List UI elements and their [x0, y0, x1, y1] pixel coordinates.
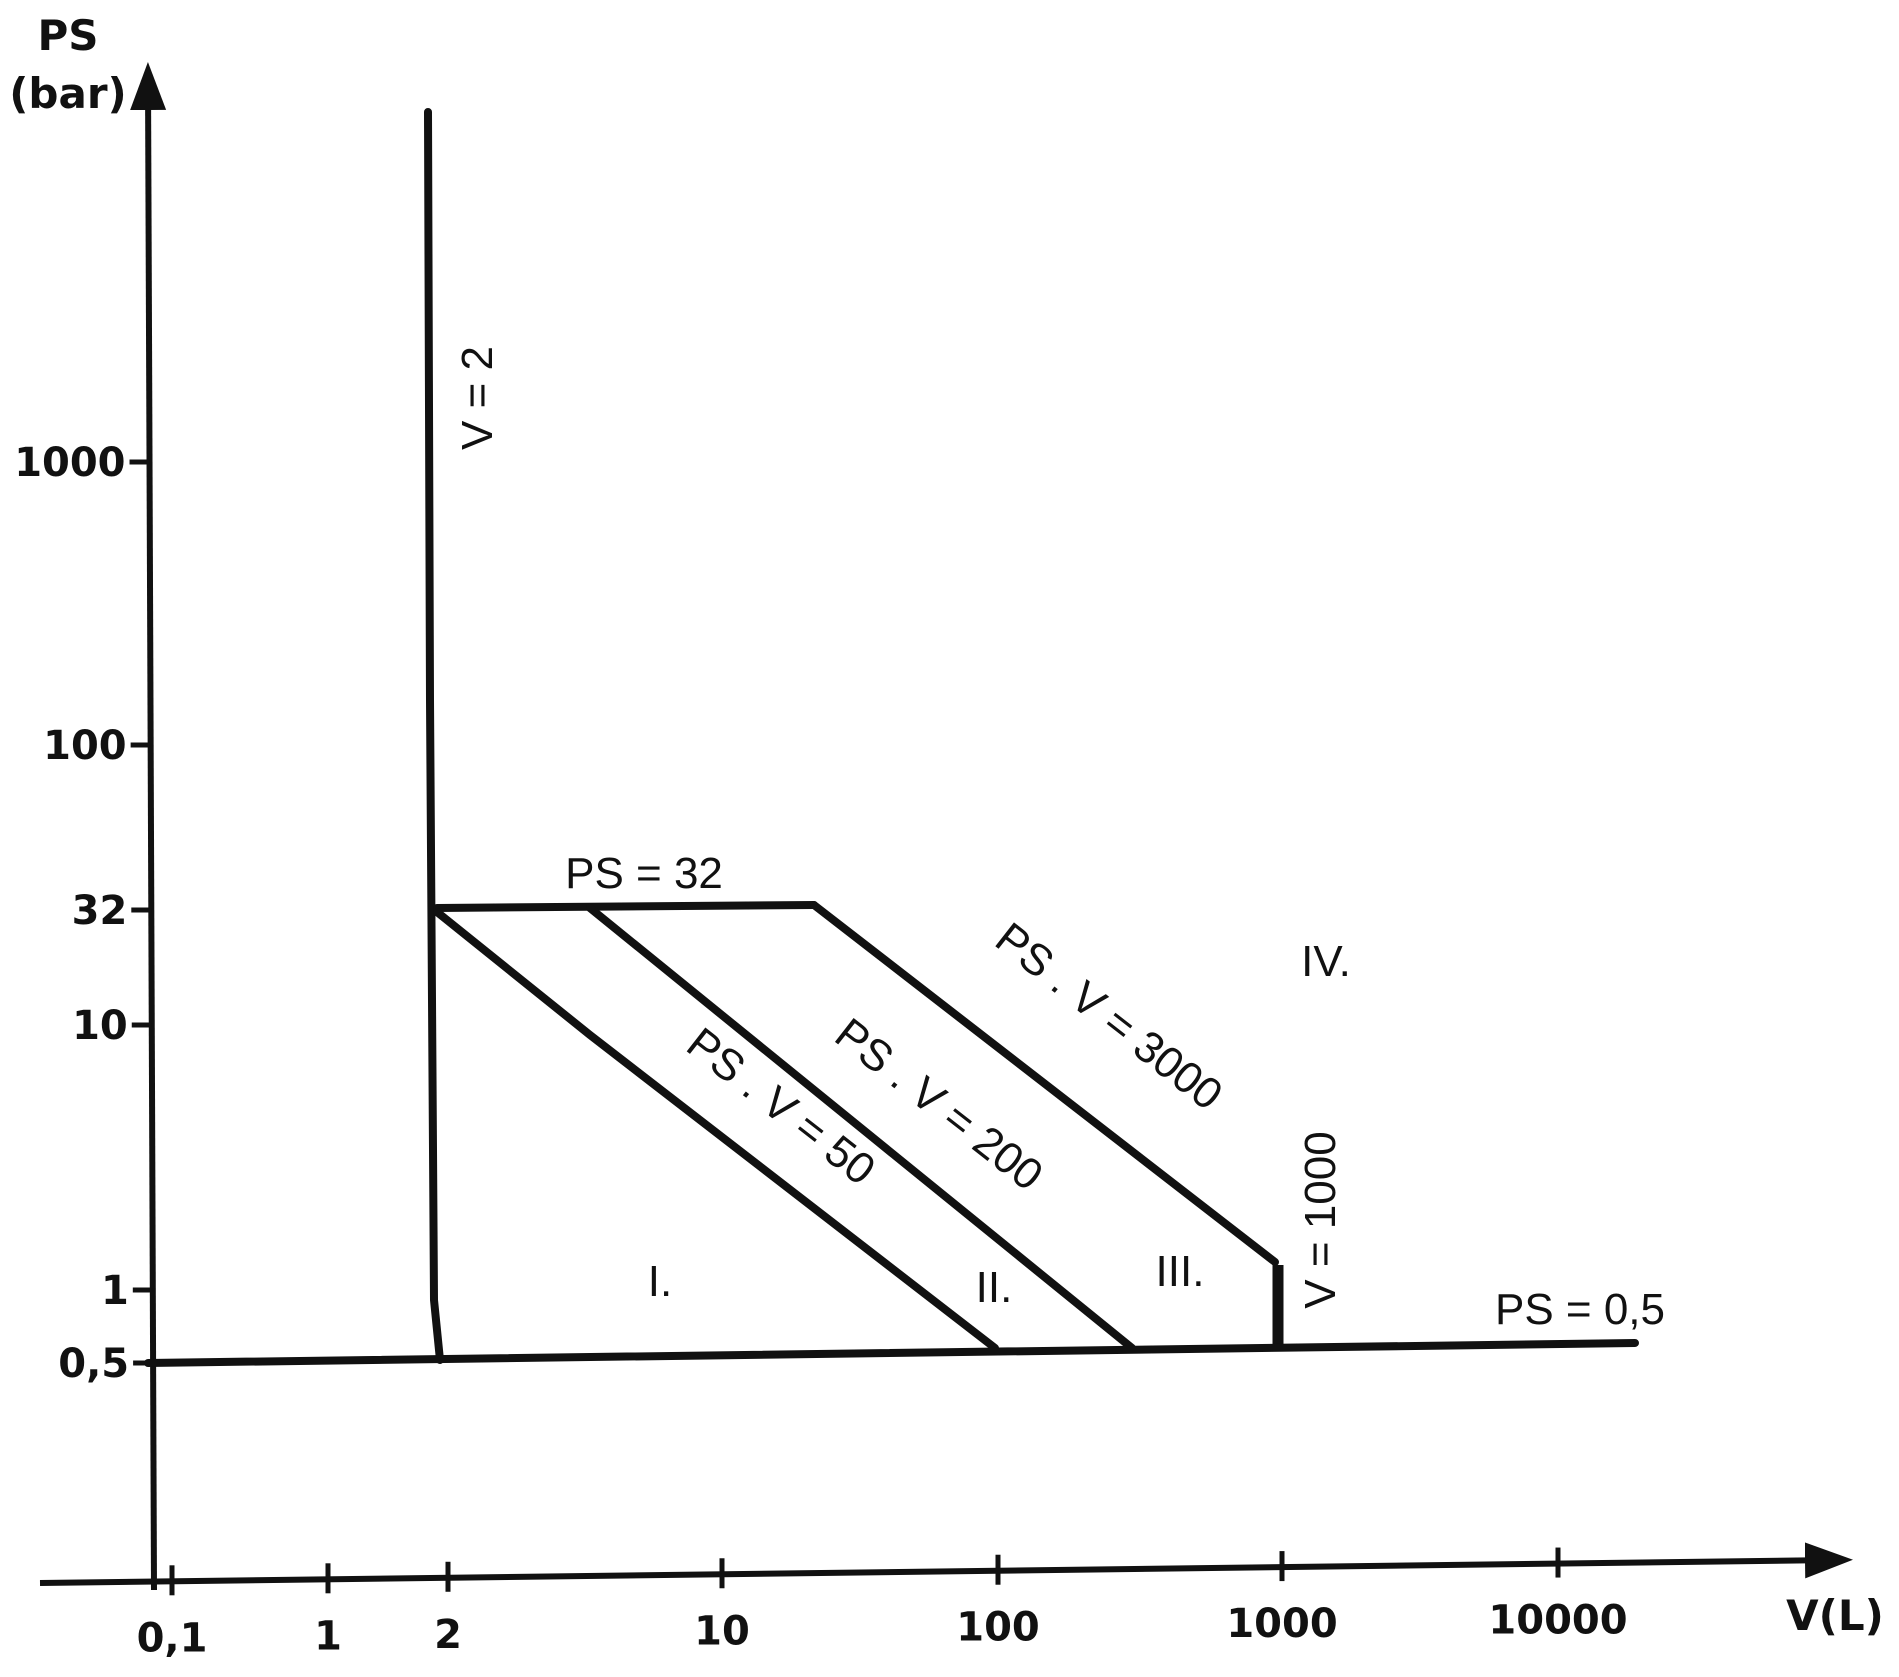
- label-v-1000: V = 1000: [1296, 1131, 1345, 1308]
- boundary-ps-v-200: [586, 904, 1136, 1352]
- y-tick-label: 100: [43, 723, 127, 769]
- boundary-ps-32: [433, 901, 818, 912]
- region-ii: II.: [976, 1263, 1013, 1312]
- x-axis-title: V(L): [1786, 1591, 1884, 1640]
- x-tick-label: 0,1: [137, 1615, 208, 1661]
- boundary-ps-v-50: [433, 908, 999, 1352]
- boundary-ps-v-3000: [810, 901, 1279, 1266]
- y-axis: [130, 62, 167, 1591]
- region-iii: III.: [1156, 1247, 1205, 1296]
- y-tick-label: 32: [72, 888, 128, 934]
- label-ps-0-5: PS = 0,5: [1495, 1285, 1665, 1334]
- region-i: I.: [648, 1257, 672, 1306]
- x-tick-label: 100: [956, 1605, 1040, 1651]
- y-axis-title-line2: (bar): [9, 69, 127, 118]
- x-axis: [39, 1542, 1853, 1586]
- boundary-v-2: [424, 108, 444, 1364]
- y-tick-label: 0,5: [58, 1341, 129, 1387]
- label-v-2: V = 2: [453, 346, 502, 450]
- y-tick-label: 1000: [14, 440, 125, 486]
- x-ticks: 0,1 1 2 10 100 1000 10000: [137, 1547, 1628, 1661]
- x-tick-label: 1: [314, 1613, 342, 1659]
- y-tick-label: 10: [72, 1003, 128, 1049]
- x-tick-label: 1000: [1226, 1601, 1337, 1647]
- boundary-ps-0-5: [144, 1339, 1639, 1367]
- label-ps-32: PS = 32: [565, 849, 723, 898]
- x-tick-label: 2: [434, 1612, 462, 1658]
- x-tick-label: 10000: [1488, 1598, 1627, 1644]
- x-tick-label: 10: [694, 1608, 750, 1654]
- y-tick-label: 1: [101, 1268, 129, 1314]
- y-axis-title-line1: PS: [37, 11, 98, 60]
- region-iv: IV.: [1301, 937, 1351, 986]
- label-ps-v-3000: PS . V = 3000: [986, 913, 1231, 1120]
- y-ticks: 0,5 1 10 32 100 1000: [14, 440, 154, 1387]
